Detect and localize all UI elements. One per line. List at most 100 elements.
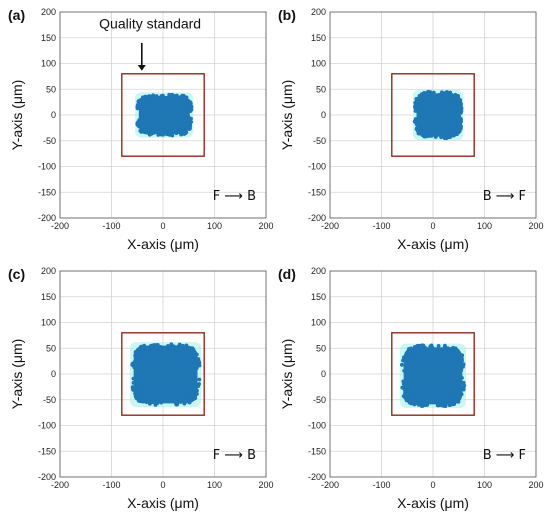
- data-point: [425, 92, 430, 97]
- y-tick-label: 100: [41, 59, 56, 69]
- x-tick-label: 200: [528, 221, 543, 231]
- data-point: [191, 377, 196, 381]
- data-point: [439, 133, 443, 138]
- data-point: [169, 342, 174, 347]
- y-tick-label: -200: [38, 472, 56, 482]
- data-point: [456, 383, 461, 387]
- data-point: [185, 103, 190, 108]
- data-point: [399, 362, 404, 367]
- data-point: [141, 101, 146, 106]
- data-point: [174, 129, 179, 134]
- y-tick-label: 0: [321, 369, 326, 379]
- data-point: [180, 99, 185, 104]
- data-point: [191, 368, 196, 373]
- data-point: [406, 347, 411, 351]
- data-point: [146, 131, 151, 135]
- x-tick-label: -200: [51, 480, 69, 490]
- data-point: [132, 359, 137, 364]
- data-point: [188, 126, 192, 131]
- y-axis-label: Y-axis (μm): [9, 339, 25, 410]
- data-point: [443, 404, 448, 409]
- x-tick-label: 0: [160, 221, 165, 231]
- data-point: [141, 128, 146, 133]
- data-point: [148, 400, 153, 405]
- data-point: [445, 400, 450, 405]
- data-point: [401, 355, 406, 360]
- y-tick-label: -100: [308, 421, 326, 431]
- data-point: [436, 398, 440, 403]
- y-tick-label: -50: [313, 136, 326, 146]
- data-point: [137, 359, 142, 364]
- data-point: [413, 105, 418, 110]
- data-point: [414, 127, 419, 132]
- data-point: [157, 397, 162, 402]
- data-point: [149, 97, 154, 101]
- data-point: [136, 364, 141, 369]
- data-point: [455, 386, 460, 391]
- data-point: [422, 96, 427, 101]
- data-point: [177, 396, 182, 401]
- y-tick-label: -100: [38, 162, 56, 172]
- data-point: [182, 401, 187, 406]
- y-tick-label: 150: [311, 292, 326, 302]
- y-tick-label: -150: [308, 187, 326, 197]
- y-tick-label: -100: [38, 421, 56, 431]
- data-point: [448, 90, 453, 95]
- x-tick-label: 0: [430, 221, 435, 231]
- data-point: [413, 351, 418, 355]
- cluster-core: [403, 347, 463, 405]
- data-point: [460, 376, 464, 380]
- data-point: [455, 121, 459, 126]
- data-point: [131, 376, 136, 381]
- y-tick-label: -100: [308, 162, 326, 172]
- y-tick-label: 200: [311, 7, 326, 17]
- data-point: [459, 119, 464, 124]
- data-point: [169, 133, 174, 137]
- data-point: [413, 109, 418, 113]
- x-tick-label: -200: [321, 221, 339, 231]
- data-point: [188, 122, 192, 127]
- data-point: [461, 387, 466, 392]
- data-point: [142, 95, 147, 100]
- data-point: [132, 385, 136, 390]
- data-point: [401, 394, 406, 399]
- data-point: [134, 396, 139, 401]
- data-point: [192, 387, 197, 392]
- data-point: [438, 348, 443, 353]
- data-point: [459, 392, 464, 397]
- x-axis-label: X-axis (μm): [127, 236, 199, 252]
- data-point: [159, 94, 164, 98]
- data-point: [185, 349, 190, 354]
- data-point: [401, 358, 405, 363]
- data-point: [418, 93, 423, 98]
- x-tick-label: -200: [51, 221, 69, 231]
- data-point: [401, 382, 406, 386]
- data-point: [139, 110, 144, 114]
- x-tick-label: 100: [207, 480, 222, 490]
- plot-frame: [59, 11, 267, 219]
- data-point: [133, 350, 138, 354]
- data-point: [195, 362, 200, 366]
- data-point: [154, 96, 158, 100]
- quality-standard-box: [391, 332, 475, 416]
- data-point: [152, 396, 157, 401]
- y-axis-label: Y-axis (μm): [9, 80, 25, 151]
- y-tick-label: -150: [38, 446, 56, 456]
- panel-label: (b): [278, 7, 296, 23]
- x-tick-label: 0: [160, 480, 165, 490]
- data-point: [178, 400, 183, 404]
- quality-standard-box: [391, 73, 475, 157]
- data-point: [161, 132, 166, 137]
- y-tick-label: 200: [41, 266, 56, 276]
- data-point: [146, 96, 150, 101]
- data-point: [437, 92, 442, 97]
- data-point: [417, 344, 422, 348]
- data-point: [136, 384, 141, 389]
- data-point: [166, 344, 170, 348]
- data-point: [457, 100, 462, 104]
- panel-c: -200 -100 0 100 200 -200 -150 -100 -50 0 50 100 150 2…: [8, 266, 274, 511]
- data-point: [443, 91, 448, 95]
- data-point: [405, 355, 410, 360]
- data-point: [417, 108, 422, 113]
